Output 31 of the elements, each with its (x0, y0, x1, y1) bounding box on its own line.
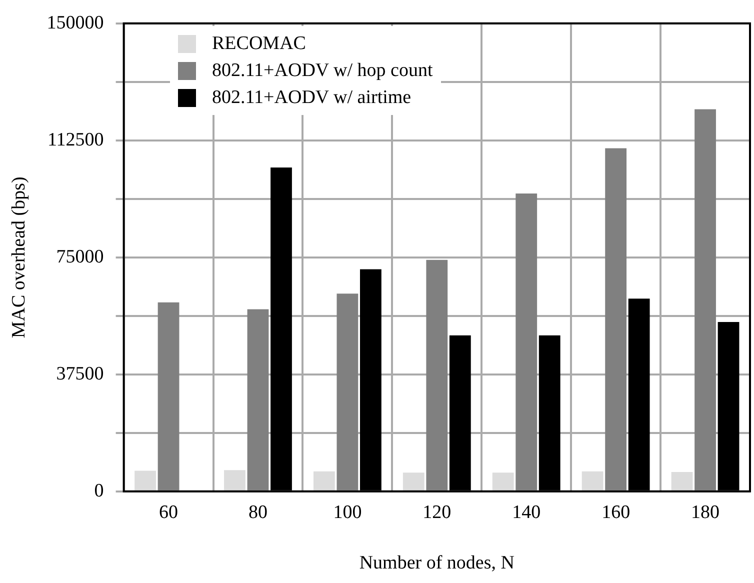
bar (336, 294, 358, 490)
legend-label: RECOMAC (212, 32, 306, 56)
x-tick-label: 60 (159, 502, 178, 523)
y-tick-label: 75000 (56, 246, 104, 268)
y-tick-label: 37500 (56, 363, 104, 384)
bar (582, 471, 604, 490)
bar (694, 109, 716, 490)
bar (134, 470, 156, 490)
legend-label: 802.11+AODV w/ airtime (212, 86, 412, 110)
bar (313, 471, 335, 490)
bar (247, 309, 269, 490)
x-tick-label: 80 (248, 502, 268, 523)
bar (605, 148, 627, 490)
y-tick-label: 0 (94, 480, 104, 502)
x-tick-label: 180 (691, 502, 720, 523)
bar (224, 470, 246, 490)
x-axis-title: Number of nodes, N (359, 552, 515, 574)
y-tick-label: 150000 (46, 12, 104, 34)
bar (402, 472, 424, 490)
legend-label: 802.11+AODV w/ hop count (212, 59, 433, 83)
x-tick-label: 140 (512, 502, 541, 523)
bar (158, 302, 180, 490)
x-tick-label: 120 (422, 502, 452, 523)
y-axis-title: MAC overhead (bps) (8, 176, 30, 338)
bar (492, 472, 514, 490)
y-tick-label: 112500 (48, 129, 104, 150)
bar (516, 193, 538, 490)
x-tick-label: 100 (333, 502, 362, 523)
bar (671, 472, 693, 490)
x-tick-label: 160 (602, 502, 630, 523)
bar (426, 260, 448, 490)
